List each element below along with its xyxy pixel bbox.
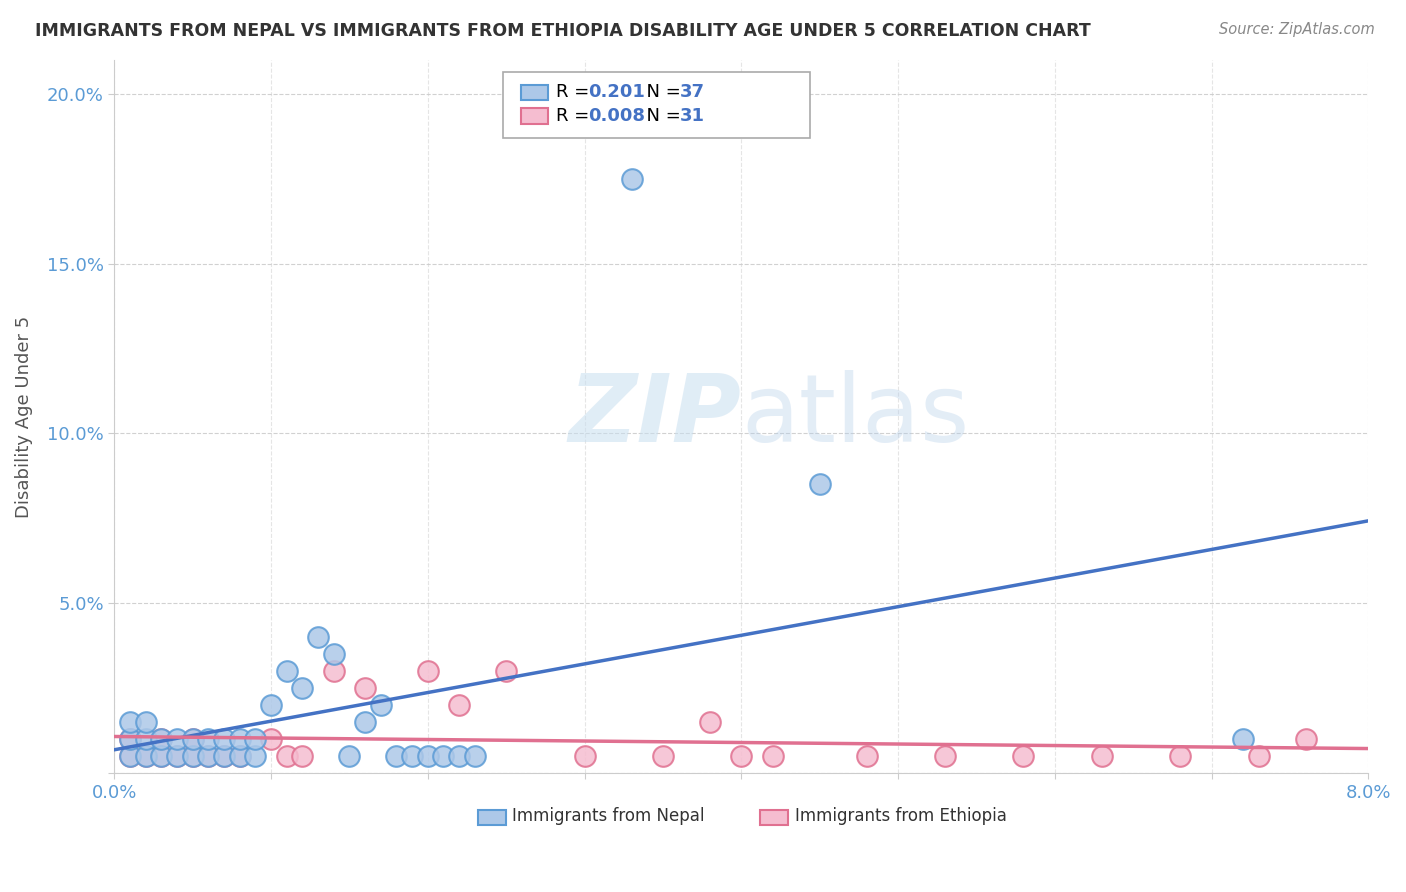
- Point: [150, 732, 173, 747]
- FancyBboxPatch shape: [761, 810, 787, 825]
- Point: [307, 630, 329, 644]
- Point: [150, 749, 173, 764]
- Point: [118, 732, 141, 747]
- Point: [197, 749, 219, 764]
- Point: [245, 732, 267, 747]
- Point: [291, 681, 314, 696]
- Point: [730, 749, 752, 764]
- Point: [416, 665, 439, 679]
- Point: [181, 732, 204, 747]
- Point: [212, 749, 235, 764]
- Point: [166, 732, 188, 747]
- Point: [276, 749, 298, 764]
- Text: Source: ZipAtlas.com: Source: ZipAtlas.com: [1219, 22, 1375, 37]
- Point: [699, 715, 721, 730]
- Point: [118, 732, 141, 747]
- Point: [181, 749, 204, 764]
- Point: [354, 715, 377, 730]
- Point: [276, 665, 298, 679]
- Point: [166, 749, 188, 764]
- Point: [1168, 749, 1191, 764]
- Point: [432, 749, 454, 764]
- Point: [574, 749, 596, 764]
- Point: [464, 749, 486, 764]
- Point: [260, 698, 283, 713]
- Point: [370, 698, 392, 713]
- Point: [1232, 732, 1254, 747]
- FancyBboxPatch shape: [520, 85, 548, 100]
- Point: [855, 749, 877, 764]
- FancyBboxPatch shape: [503, 72, 810, 138]
- Point: [1247, 749, 1270, 764]
- FancyBboxPatch shape: [478, 810, 506, 825]
- Point: [135, 732, 157, 747]
- Point: [322, 648, 344, 662]
- Text: ZIP: ZIP: [568, 370, 741, 462]
- Point: [1091, 749, 1114, 764]
- Point: [291, 749, 314, 764]
- Point: [934, 749, 956, 764]
- Point: [228, 749, 250, 764]
- Y-axis label: Disability Age Under 5: Disability Age Under 5: [15, 315, 32, 517]
- Point: [620, 171, 643, 186]
- Point: [118, 749, 141, 764]
- Point: [166, 749, 188, 764]
- Point: [212, 749, 235, 764]
- Text: 31: 31: [681, 107, 704, 125]
- Point: [245, 749, 267, 764]
- Point: [449, 698, 471, 713]
- Point: [495, 665, 517, 679]
- Point: [181, 732, 204, 747]
- Text: 0.008: 0.008: [588, 107, 645, 125]
- Point: [1012, 749, 1035, 764]
- Text: atlas: atlas: [741, 370, 970, 462]
- Point: [150, 732, 173, 747]
- Point: [385, 749, 408, 764]
- Point: [135, 715, 157, 730]
- Point: [401, 749, 423, 764]
- Point: [416, 749, 439, 764]
- Point: [449, 749, 471, 764]
- Point: [118, 749, 141, 764]
- Text: 0.201: 0.201: [588, 84, 645, 102]
- Point: [212, 732, 235, 747]
- Point: [228, 732, 250, 747]
- Text: N =: N =: [634, 107, 686, 125]
- FancyBboxPatch shape: [520, 108, 548, 124]
- Point: [197, 732, 219, 747]
- Point: [1295, 732, 1317, 747]
- Text: Immigrants from Ethiopia: Immigrants from Ethiopia: [796, 807, 1007, 825]
- Text: Immigrants from Nepal: Immigrants from Nepal: [512, 807, 704, 825]
- Point: [135, 749, 157, 764]
- Point: [228, 749, 250, 764]
- Text: N =: N =: [634, 84, 686, 102]
- Text: R =: R =: [555, 107, 595, 125]
- Point: [181, 749, 204, 764]
- Point: [808, 477, 831, 491]
- Point: [260, 732, 283, 747]
- Point: [197, 749, 219, 764]
- Point: [135, 749, 157, 764]
- Point: [150, 749, 173, 764]
- Text: 37: 37: [681, 84, 704, 102]
- Point: [118, 715, 141, 730]
- Text: IMMIGRANTS FROM NEPAL VS IMMIGRANTS FROM ETHIOPIA DISABILITY AGE UNDER 5 CORRELA: IMMIGRANTS FROM NEPAL VS IMMIGRANTS FROM…: [35, 22, 1091, 40]
- Point: [354, 681, 377, 696]
- Point: [339, 749, 361, 764]
- Point: [651, 749, 673, 764]
- Point: [322, 665, 344, 679]
- Text: R =: R =: [555, 84, 595, 102]
- Point: [762, 749, 785, 764]
